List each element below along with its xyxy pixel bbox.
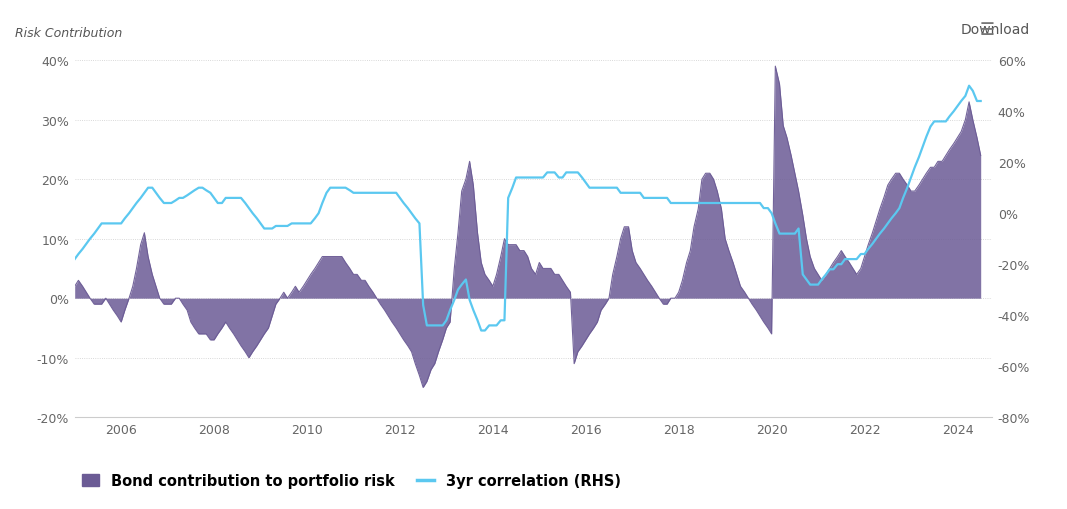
Text: Risk Contribution: Risk Contribution [15, 27, 123, 40]
Text: Download: Download [960, 23, 1030, 37]
Text: ☰: ☰ [980, 21, 994, 39]
Legend: Bond contribution to portfolio risk, 3yr correlation (RHS): Bond contribution to portfolio risk, 3yr… [82, 473, 621, 489]
